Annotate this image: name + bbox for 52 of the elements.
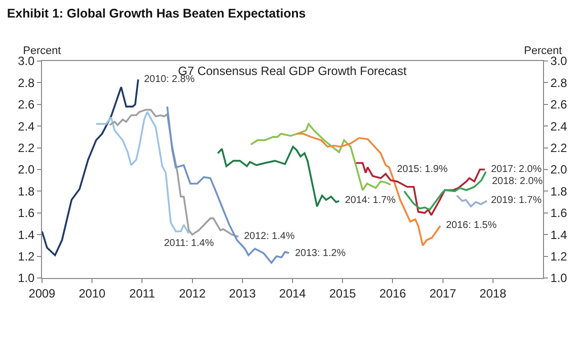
y-tick-label: 2.8 [18,76,35,90]
x-tick-label: 2016 [379,286,406,300]
y-tick-label: 2.2 [18,141,35,155]
y2-tick-label: 1.2 [550,250,568,264]
x-tick-label: 2015 [329,286,356,300]
y2-tick-label: 1.8 [550,184,568,198]
x-tick-label: 2012 [178,286,206,300]
y-tick-label: 3.0 [18,54,35,68]
y2-tick-label: 1.4 [550,228,568,242]
series-label: 2014: 1.7% [345,195,396,206]
y2-tick-label: 2.6 [550,98,568,112]
line-series [250,123,392,192]
y2-tick-label: 1.6 [550,206,568,220]
line-series [95,111,190,234]
series-label: 2016: 1.5% [446,220,497,231]
series-label: 2018: 2.0% [492,176,543,187]
y-tick-label: 2.0 [18,162,35,177]
x-tick-label: 2010 [78,286,106,300]
series-label: 2013: 1.2% [295,248,346,259]
line-series [108,108,240,238]
y2-tick-label: 3.0 [550,54,568,68]
y-tick-label: 1.8 [18,184,35,198]
x-tick-label: 2009 [28,286,56,300]
y2-axis-title: Percent [524,45,562,57]
series-label: 2010: 2.8% [144,74,195,85]
x-tick-label: 2014 [279,286,306,300]
y-tick-label: 2.4 [18,119,35,134]
y2-tick-label: 2.8 [550,76,568,90]
line-series [216,146,340,208]
x-tick-label: 2013 [229,286,256,300]
series-label: 2015: 1.9% [397,164,448,175]
y-tick-label: 1.4 [18,228,35,242]
y-tick-label: 2.6 [18,98,35,112]
line-series [403,170,487,211]
series-label: 2017: 2.0% [491,164,542,175]
series-label: 2011: 1.4% [164,238,214,249]
line-series [456,194,488,208]
y-tick-label: 1.2 [18,250,35,264]
series-label: 2012: 1.4% [244,231,295,242]
y2-tick-label: 1.0 [550,271,568,286]
y2-tick-label: 2.4 [550,119,568,134]
y2-tick-label: 2.0 [550,162,568,177]
y-tick-label: 1.0 [18,271,35,286]
x-tick-label: 2017 [429,286,456,300]
x-tick-label: 2018 [480,286,507,300]
y2-tick-label: 2.2 [550,141,568,155]
y-axis-title: Percent [23,45,61,57]
y-tick-label: 1.6 [18,206,35,220]
line-series [42,78,140,256]
x-tick-label: 2011 [129,286,156,300]
series-label: 2019: 1.7% [491,195,542,206]
chart-title: Exhibit 1: Global Growth Has Beaten Expectations [7,6,306,20]
